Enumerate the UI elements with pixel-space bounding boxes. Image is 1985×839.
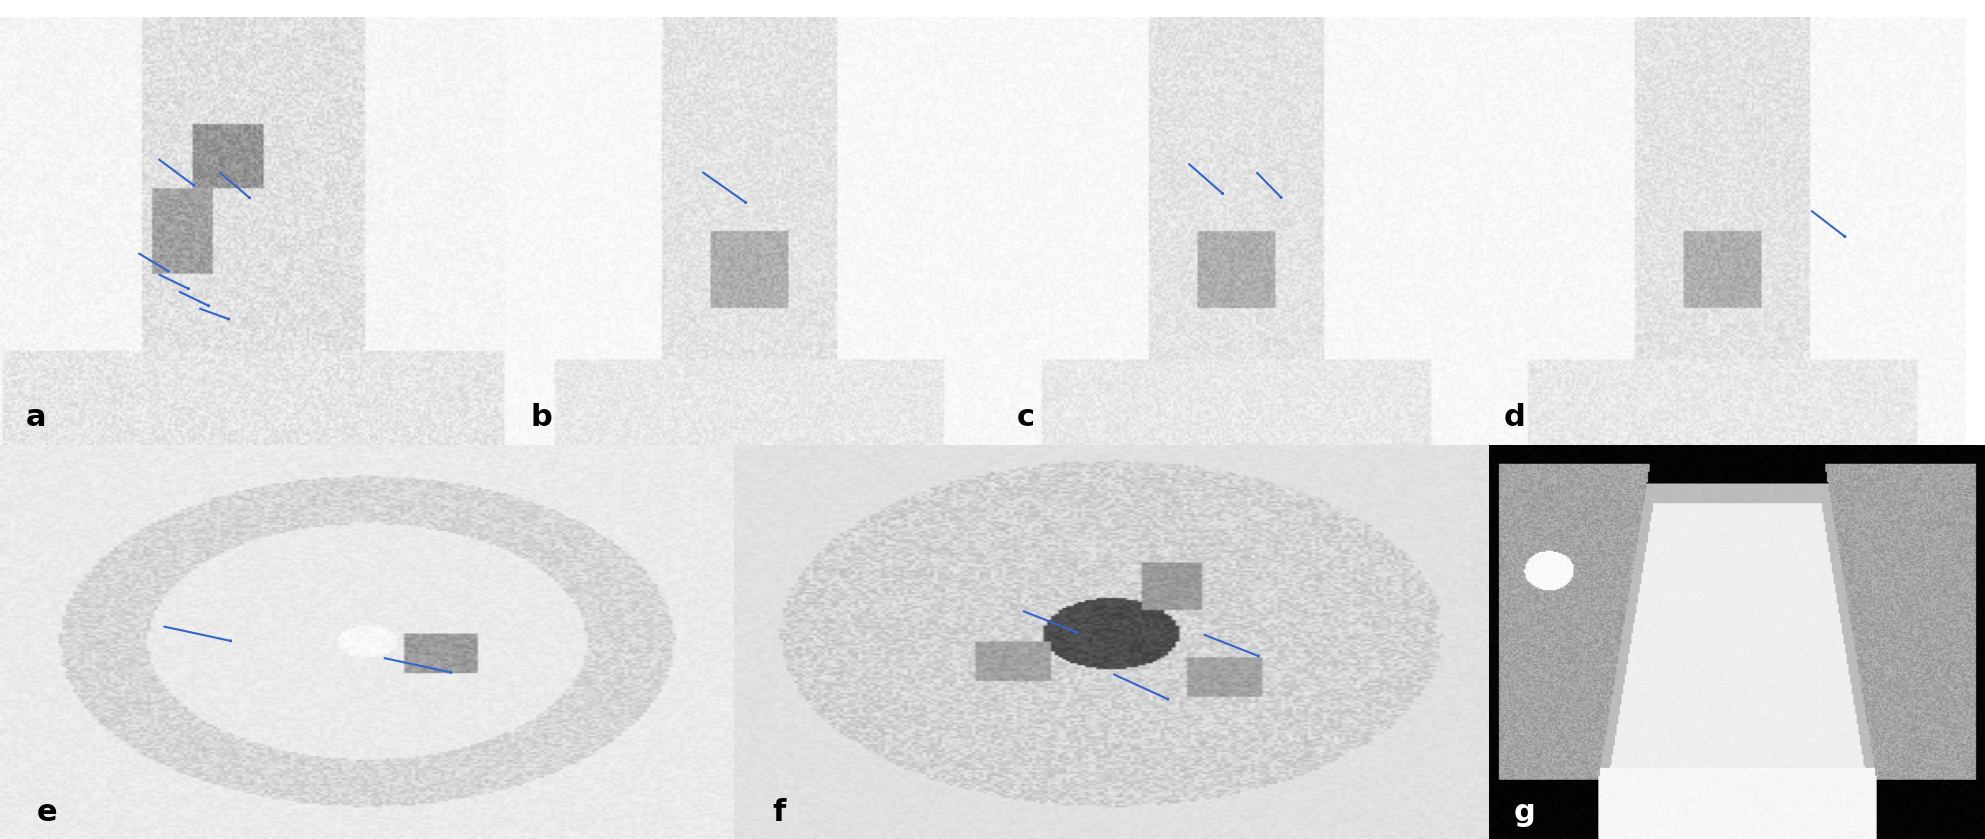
Text: f: f [772,798,786,827]
Text: b: b [530,403,552,432]
Text: c: c [1016,403,1034,432]
Text: a: a [26,403,46,432]
Text: e: e [38,798,58,827]
Text: d: d [1503,403,1524,432]
Text: g: g [1515,798,1534,827]
